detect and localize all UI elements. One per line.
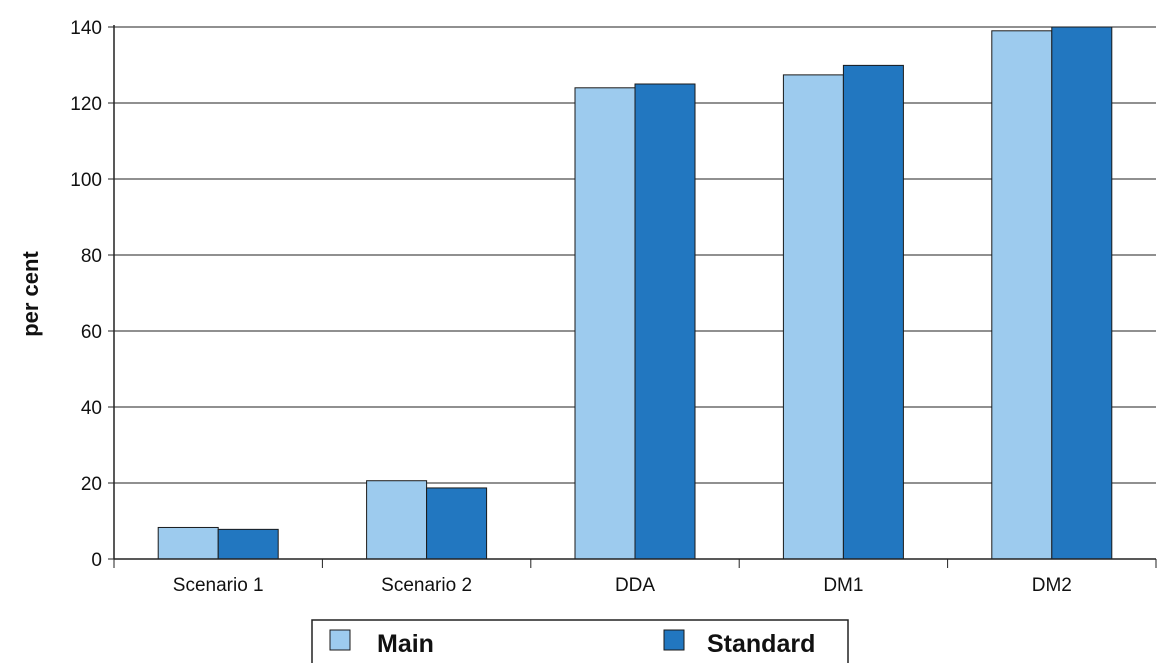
x-tick-label: DDA <box>615 575 655 596</box>
y-tick-label: 40 <box>81 398 102 419</box>
x-tick-labels: Scenario 1 Scenario 2 DDA DM1 DM2 <box>173 575 1072 596</box>
legend-label-main: Main <box>377 630 434 658</box>
y-axis-title: per cent <box>18 251 43 337</box>
y-tick-label: 60 <box>81 322 102 343</box>
legend: Main Standard <box>311 619 849 663</box>
bar-main-dm2 <box>991 30 1053 560</box>
x-tick-label: Scenario 2 <box>381 575 472 596</box>
bar-standard-dda <box>634 83 696 560</box>
legend-swatch-main <box>329 629 351 651</box>
y-tick-label: 80 <box>81 246 102 267</box>
x-tick-label: Scenario 1 <box>173 575 264 596</box>
bar-main-dda <box>574 87 636 560</box>
bar-standard-dm1 <box>842 64 904 560</box>
bar-standard-dm2 <box>1051 26 1113 560</box>
y-tick-label: 140 <box>70 18 102 39</box>
bars <box>157 26 1113 560</box>
x-tick-label: DM2 <box>1032 575 1072 596</box>
x-tick-label: DM1 <box>823 575 863 596</box>
legend-swatch-standard <box>663 629 685 651</box>
legend-label-standard: Standard <box>707 630 815 658</box>
bar-main-scenario-1 <box>157 526 219 560</box>
y-tick-label: 100 <box>70 170 102 191</box>
bar-standard-scenario-2 <box>426 487 488 560</box>
legend-box <box>311 619 849 663</box>
y-tick-label: 120 <box>70 94 102 115</box>
bar-main-scenario-2 <box>366 480 428 560</box>
bar-standard-scenario-1 <box>217 528 279 560</box>
y-tick-label: 0 <box>91 550 102 571</box>
bar-main-dm1 <box>782 74 844 560</box>
y-tick-labels: 0 20 40 60 80 100 120 140 <box>70 18 102 571</box>
y-tick-label: 20 <box>81 474 102 495</box>
axes <box>108 25 1157 568</box>
